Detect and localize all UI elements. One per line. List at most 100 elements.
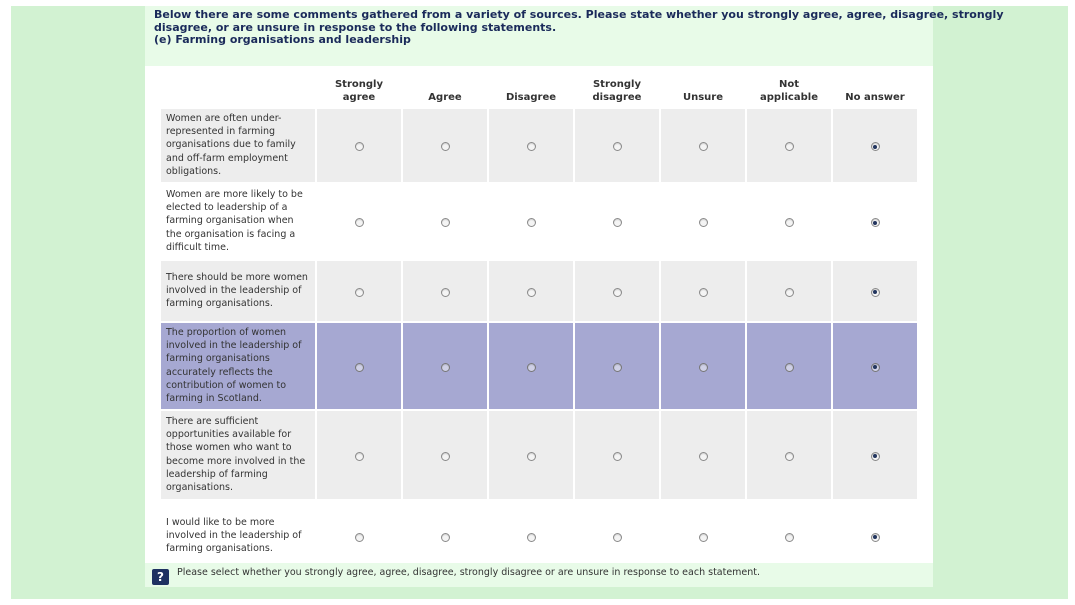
option-cell-strongly-disagree[interactable] — [575, 501, 659, 571]
column-header-no-answer: No answer — [845, 92, 905, 103]
help-bar — [145, 563, 933, 587]
option-cell-no-answer[interactable] — [833, 109, 917, 182]
radio-not-applicable[interactable] — [784, 362, 794, 372]
radio-strongly-disagree[interactable] — [612, 218, 622, 227]
radio-strongly-disagree[interactable] — [612, 362, 622, 372]
option-cell-disagree[interactable] — [489, 184, 573, 259]
option-cell-strongly-agree[interactable] — [317, 184, 401, 259]
option-cell-strongly-disagree[interactable] — [575, 411, 659, 499]
radio-not-applicable[interactable] — [784, 532, 794, 542]
radio-unsure[interactable] — [698, 362, 708, 372]
option-cell-strongly-agree[interactable] — [317, 501, 401, 571]
column-header-disagree: Disagree — [505, 92, 557, 103]
option-cell-strongly-agree[interactable] — [317, 411, 401, 499]
option-cell-agree[interactable] — [403, 184, 487, 259]
option-cell-no-answer[interactable] — [833, 501, 917, 571]
option-cell-disagree[interactable] — [489, 261, 573, 321]
radio-unsure[interactable] — [698, 142, 708, 151]
option-cell-disagree[interactable] — [489, 501, 573, 571]
option-cell-agree[interactable] — [403, 411, 487, 499]
radio-no-answer[interactable] — [870, 287, 880, 297]
radio-strongly-disagree[interactable] — [612, 142, 622, 151]
statement-text: Women are more likely to be elected to l… — [161, 184, 315, 259]
option-cell-agree[interactable] — [403, 261, 487, 321]
radio-agree[interactable] — [440, 532, 450, 542]
table-row: Women are more likely to be elected to l… — [161, 184, 917, 259]
radio-agree[interactable] — [440, 287, 450, 297]
radio-strongly-disagree[interactable] — [612, 532, 622, 542]
radio-agree[interactable] — [440, 142, 450, 151]
question-mark-icon[interactable]: ? — [152, 569, 169, 585]
option-cell-agree[interactable] — [403, 109, 487, 182]
radio-not-applicable[interactable] — [784, 287, 794, 297]
option-cell-strongly-agree[interactable] — [317, 109, 401, 182]
option-cell-disagree[interactable] — [489, 323, 573, 409]
option-cell-unsure[interactable] — [661, 109, 745, 182]
option-cell-strongly-agree[interactable] — [317, 323, 401, 409]
radio-strongly-agree[interactable] — [354, 532, 364, 542]
option-cell-unsure[interactable] — [661, 184, 745, 259]
option-cell-not-applicable[interactable] — [747, 501, 831, 571]
radio-no-answer[interactable] — [870, 142, 880, 151]
radio-not-applicable[interactable] — [784, 218, 794, 227]
option-cell-strongly-disagree[interactable] — [575, 323, 659, 409]
radio-strongly-disagree[interactable] — [612, 287, 622, 297]
option-cell-strongly-disagree[interactable] — [575, 109, 659, 182]
table-row: I would like to be more involved in the … — [161, 501, 917, 571]
radio-disagree[interactable] — [526, 532, 536, 542]
option-cell-no-answer[interactable] — [833, 323, 917, 409]
statement-text: Women are often under-represented in far… — [161, 109, 315, 182]
radio-disagree[interactable] — [526, 451, 536, 461]
radio-strongly-agree[interactable] — [354, 362, 364, 372]
option-cell-unsure[interactable] — [661, 323, 745, 409]
option-cell-no-answer[interactable] — [833, 411, 917, 499]
option-cell-not-applicable[interactable] — [747, 184, 831, 259]
radio-unsure[interactable] — [698, 532, 708, 542]
radio-strongly-agree[interactable] — [354, 142, 364, 151]
option-cell-strongly-agree[interactable] — [317, 261, 401, 321]
radio-agree[interactable] — [440, 218, 450, 227]
option-cell-agree[interactable] — [403, 323, 487, 409]
radio-disagree[interactable] — [526, 287, 536, 297]
radio-disagree[interactable] — [526, 218, 536, 227]
option-cell-agree[interactable] — [403, 501, 487, 571]
radio-strongly-agree[interactable] — [354, 218, 364, 227]
statement-text: There are sufficient opportunities avail… — [161, 411, 315, 499]
radio-disagree[interactable] — [526, 362, 536, 372]
radio-strongly-disagree[interactable] — [612, 451, 622, 461]
radio-no-answer[interactable] — [870, 451, 880, 461]
answer-matrix: Strongly agree Agree Disagree Strongly dis… — [159, 70, 919, 573]
radio-not-applicable[interactable] — [784, 451, 794, 461]
option-cell-not-applicable[interactable] — [747, 261, 831, 321]
radio-agree[interactable] — [440, 451, 450, 461]
radio-disagree[interactable] — [526, 142, 536, 151]
option-cell-strongly-disagree[interactable] — [575, 184, 659, 259]
question-subtitle: (e) Farming organisations and leadership — [154, 33, 411, 46]
radio-unsure[interactable] — [698, 218, 708, 227]
radio-unsure[interactable] — [698, 451, 708, 461]
option-cell-unsure[interactable] — [661, 261, 745, 321]
option-cell-strongly-disagree[interactable] — [575, 261, 659, 321]
option-cell-disagree[interactable] — [489, 411, 573, 499]
radio-no-answer[interactable] — [870, 362, 880, 372]
radio-no-answer[interactable] — [870, 532, 880, 542]
radio-strongly-agree[interactable] — [354, 451, 364, 461]
bottom-strip — [145, 587, 933, 599]
statement-text: The proportion of women involved in the … — [161, 323, 315, 409]
option-cell-unsure[interactable] — [661, 411, 745, 499]
option-cell-not-applicable[interactable] — [747, 323, 831, 409]
option-cell-not-applicable[interactable] — [747, 411, 831, 499]
radio-agree[interactable] — [440, 362, 450, 372]
option-cell-unsure[interactable] — [661, 501, 745, 571]
option-cell-not-applicable[interactable] — [747, 109, 831, 182]
radio-not-applicable[interactable] — [784, 142, 794, 151]
radio-no-answer[interactable] — [870, 218, 880, 227]
table-row: There are sufficient opportunities avail… — [161, 411, 917, 499]
question-line: disagree, or are unsure in response to t… — [154, 20, 557, 34]
radio-unsure[interactable] — [698, 287, 708, 297]
radio-strongly-agree[interactable] — [354, 287, 364, 297]
column-header-agree: Agree — [428, 92, 462, 103]
option-cell-no-answer[interactable] — [833, 184, 917, 259]
option-cell-disagree[interactable] — [489, 109, 573, 182]
option-cell-no-answer[interactable] — [833, 261, 917, 321]
